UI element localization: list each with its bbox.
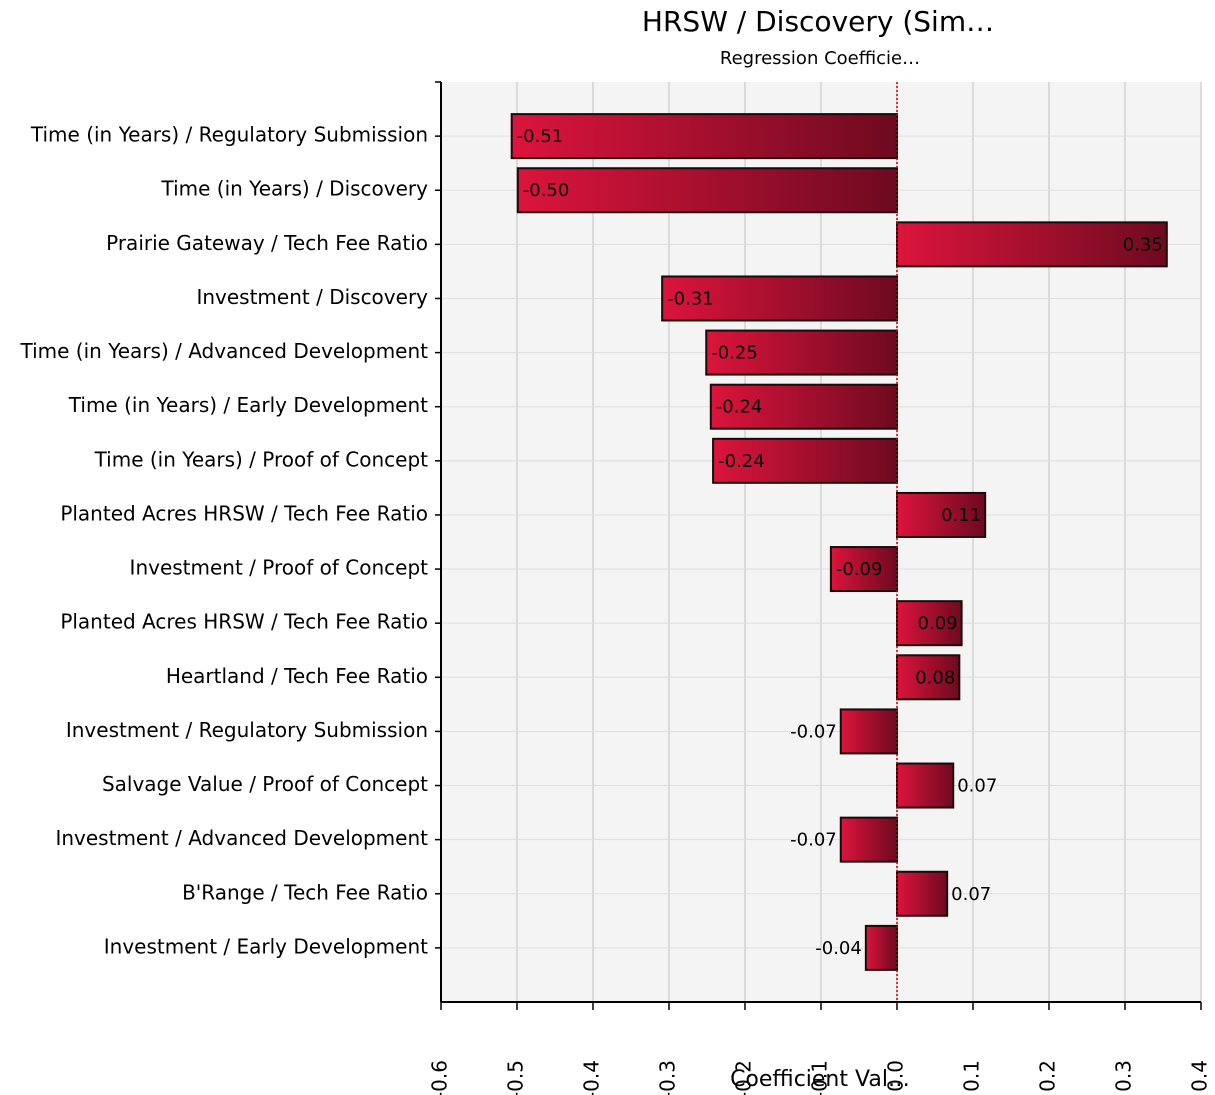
bar [705, 329, 898, 376]
x-tick-label: -0.5 [504, 1060, 528, 1095]
x-tick-label: -0.4 [580, 1060, 604, 1095]
x-tick-label: -0.6 [428, 1060, 452, 1095]
y-tick-label: Investment / Discovery [196, 285, 428, 309]
value-label: -0.51 [517, 126, 564, 147]
x-axis-label: Coefficient Val… [730, 1067, 910, 1092]
value-label: 0.08 [915, 667, 955, 688]
y-tick-label: Planted Acres HRSW / Tech Fee Ratio [60, 610, 428, 634]
bar [510, 113, 898, 160]
value-label: 0.07 [957, 776, 997, 797]
y-tick-label: Time (in Years) / Discovery [160, 177, 428, 201]
y-tick-label: Investment / Regulatory Submission [66, 718, 428, 742]
y-tick-label: Salvage Value / Proof of Concept [102, 772, 428, 796]
x-tick-label: 0.4 [1188, 1060, 1212, 1092]
y-tick-label: Time (in Years) / Advanced Development [20, 339, 429, 363]
y-tick-label: Investment / Proof of Concept [130, 556, 429, 580]
y-tick-label: Time (in Years) / Early Development [68, 393, 428, 417]
value-label: 0.09 [918, 613, 958, 634]
value-label: 0.35 [1123, 234, 1163, 255]
x-tick-label: 0.1 [960, 1060, 984, 1092]
value-label: -0.24 [718, 451, 765, 472]
bar [896, 221, 1168, 268]
bar [896, 762, 955, 809]
value-label: -0.04 [815, 938, 862, 959]
bar [896, 870, 949, 917]
bar [829, 546, 899, 593]
y-tick-label: B'Range / Tech Fee Ratio [182, 880, 428, 904]
x-tick-label: 0.2 [1036, 1060, 1060, 1092]
value-label: -0.31 [667, 288, 714, 309]
value-label: 0.07 [951, 884, 991, 905]
y-tick-label: Investment / Early Development [104, 934, 428, 958]
bar [516, 167, 898, 214]
y-tick-label: Planted Acres HRSW / Tech Fee Ratio [60, 501, 428, 525]
bar [896, 600, 963, 647]
bar [709, 383, 898, 430]
x-tick-label: -0.1 [808, 1060, 832, 1095]
y-tick-label: Investment / Advanced Development [55, 826, 428, 850]
x-tick-label: 0.0 [884, 1060, 908, 1092]
value-label: -0.24 [716, 397, 763, 418]
x-tick-label: -0.3 [656, 1060, 680, 1095]
bar [896, 654, 961, 701]
x-tick-label: -0.2 [732, 1060, 756, 1095]
y-tick-label: Time (in Years) / Proof of Concept [94, 447, 429, 471]
chart-subtitle: Regression Coefficie… [720, 48, 920, 69]
chart-title: HRSW / Discovery (Sim… [642, 5, 994, 38]
value-label: -0.50 [523, 180, 570, 201]
y-tick-label: Time (in Years) / Regulatory Submission [30, 123, 428, 147]
bar [896, 491, 987, 538]
bar [839, 816, 899, 863]
y-tick-label: Heartland / Tech Fee Ratio [166, 664, 428, 688]
bar [839, 708, 899, 755]
bar [864, 924, 899, 971]
x-tick-label: 0.3 [1112, 1060, 1136, 1092]
y-tick-label: Prairie Gateway / Tech Fee Ratio [106, 231, 428, 255]
value-label: -0.25 [711, 343, 758, 364]
value-label: -0.07 [790, 721, 837, 742]
bar [712, 437, 899, 484]
value-label: -0.07 [790, 830, 837, 851]
value-label: 0.11 [941, 505, 981, 526]
value-label: -0.09 [836, 559, 883, 580]
